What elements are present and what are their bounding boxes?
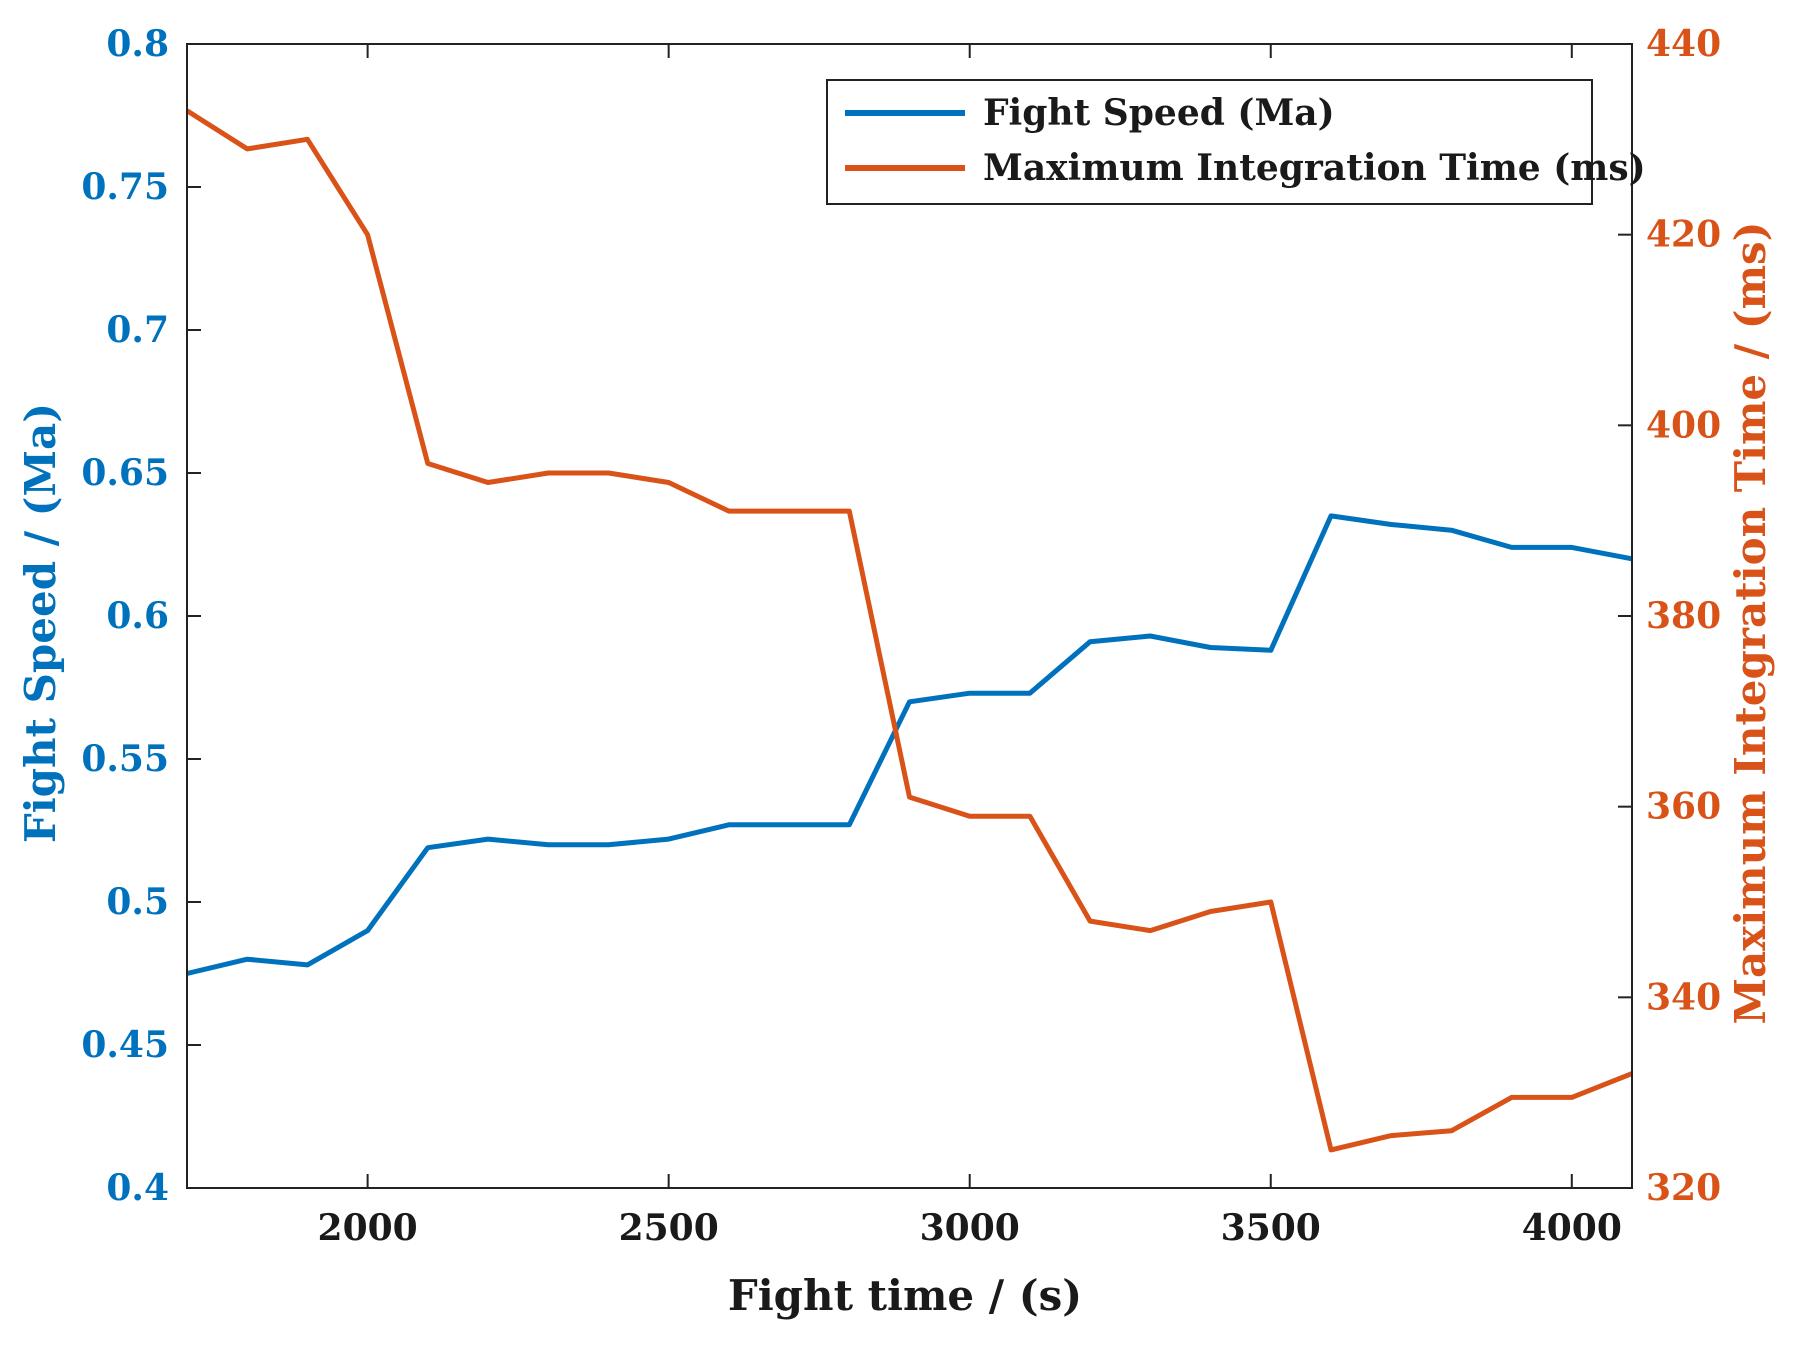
left-y-tick-label: 0.55 [81, 738, 169, 780]
legend-label-fight-speed: Fight Speed (Ma) [983, 92, 1335, 134]
x-tick-label: 2000 [318, 1207, 418, 1249]
x-axis-title: Fight time / (s) [728, 1271, 1082, 1320]
legend: Fight Speed (Ma) Maximum Integration Tim… [826, 79, 1646, 205]
left-y-axis-title: Fight Speed / (Ma) [16, 403, 65, 843]
series-line-max-integration-time [185, 108, 1633, 1153]
right-y-tick-label: 320 [1646, 1167, 1721, 1209]
legend-label-max-integration-time: Maximum Integration Time (ms) [983, 147, 1646, 189]
left-y-tick-label: 0.5 [106, 881, 169, 923]
right-y-tick-label: 440 [1646, 23, 1721, 65]
x-tick-label: 3000 [920, 1207, 1020, 1249]
right-y-tick-label: 340 [1646, 976, 1721, 1018]
x-axis-ticks: 2000 2500 3000 3500 4000 [318, 44, 1622, 1249]
right-y-tick-label: 400 [1646, 404, 1721, 446]
left-y-tick-label: 0.45 [81, 1024, 169, 1066]
right-y-tick-label: 420 [1646, 214, 1721, 256]
x-tick-label: 3500 [1221, 1207, 1321, 1249]
x-tick-label: 2500 [619, 1207, 719, 1249]
right-y-tick-label: 360 [1646, 786, 1721, 828]
series-line-fight-speed [186, 513, 1633, 976]
left-y-axis-ticks: 0.4 0.45 0.5 0.55 0.6 0.65 0.7 0.75 0.8 [81, 23, 201, 1209]
left-y-tick-label: 0.6 [106, 595, 169, 637]
right-y-axis-ticks: 320 340 360 380 400 420 440 [1618, 23, 1721, 1209]
left-y-tick-label: 0.65 [81, 452, 169, 494]
legend-box [826, 79, 1593, 205]
series-lines [185, 108, 1633, 1153]
left-y-tick-label: 0.4 [106, 1167, 169, 1209]
plot-area-frame [186, 43, 1633, 1189]
left-y-tick-label: 0.7 [106, 309, 169, 351]
right-y-axis-title: Maximum Integration Time / (ms) [1726, 221, 1775, 1024]
left-y-tick-label: 0.75 [81, 166, 169, 208]
left-y-tick-label: 0.8 [106, 23, 169, 65]
right-y-tick-label: 380 [1646, 595, 1721, 637]
x-tick-label: 4000 [1522, 1207, 1622, 1249]
